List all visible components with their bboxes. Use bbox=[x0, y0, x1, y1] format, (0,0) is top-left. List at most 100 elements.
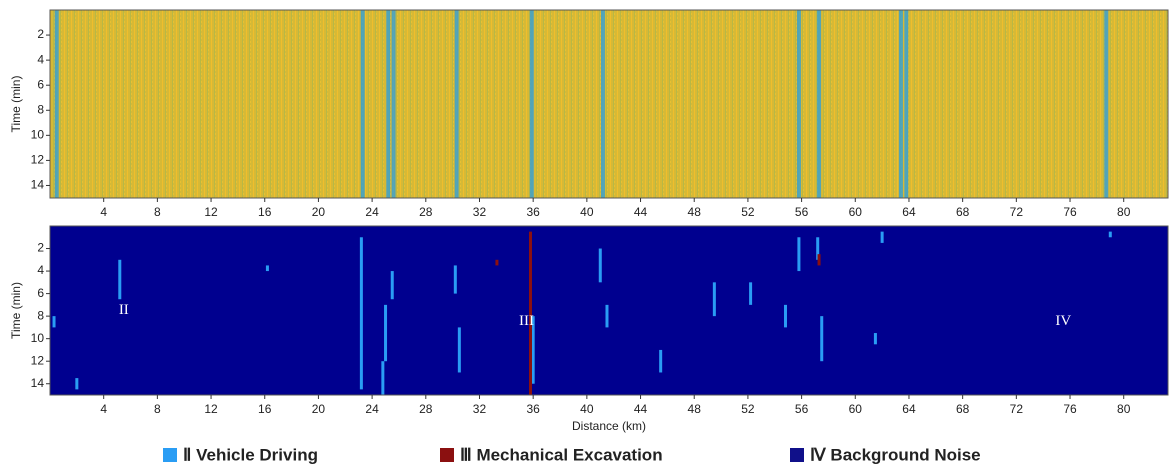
event bbox=[495, 259, 499, 266]
x-tick-label: 52 bbox=[741, 402, 755, 416]
y-axis-label: Time (min) bbox=[9, 76, 23, 133]
plot-frame bbox=[49, 225, 1169, 396]
y-tick-label: 14 bbox=[31, 376, 45, 390]
x-tick-label: 28 bbox=[419, 205, 433, 219]
x-tick-label: 16 bbox=[258, 402, 272, 416]
annotation: II bbox=[119, 302, 129, 318]
x-tick-label: 24 bbox=[365, 402, 379, 416]
x-tick-label: 20 bbox=[312, 402, 326, 416]
x-tick-label: 28 bbox=[419, 402, 433, 416]
event bbox=[598, 248, 602, 283]
annotation: IV bbox=[1055, 313, 1071, 329]
x-tick-label: 32 bbox=[473, 205, 487, 219]
stripe bbox=[391, 10, 396, 198]
event bbox=[453, 265, 457, 294]
y-tick-label: 6 bbox=[37, 77, 44, 91]
legend-swatch bbox=[790, 448, 804, 462]
heatmap-background bbox=[50, 10, 1168, 198]
y-tick-label: 10 bbox=[31, 128, 45, 142]
stripe bbox=[796, 10, 801, 198]
event bbox=[749, 282, 753, 305]
x-tick-label: 72 bbox=[1010, 402, 1024, 416]
x-tick-label: 68 bbox=[956, 402, 970, 416]
x-tick-label: 56 bbox=[795, 402, 809, 416]
x-tick-label: 68 bbox=[956, 205, 970, 219]
event bbox=[873, 333, 877, 345]
stripe bbox=[529, 10, 534, 198]
y-tick-label: 4 bbox=[37, 263, 44, 277]
event bbox=[1108, 231, 1112, 238]
legend-swatch bbox=[440, 448, 454, 462]
x-tick-label: 44 bbox=[634, 205, 648, 219]
y-tick-label: 2 bbox=[37, 27, 44, 41]
x-tick-label: 48 bbox=[688, 205, 702, 219]
legend-label: Ⅳ Background Noise bbox=[810, 445, 981, 464]
event bbox=[384, 304, 388, 362]
x-tick-label: 48 bbox=[688, 402, 702, 416]
stripe bbox=[898, 10, 903, 198]
x-tick-label: 64 bbox=[902, 402, 916, 416]
event bbox=[605, 304, 609, 328]
x-tick-label: 8 bbox=[154, 402, 161, 416]
annotation: III bbox=[519, 313, 534, 329]
x-axis-label: Distance (km) bbox=[572, 419, 646, 433]
x-tick-label: 80 bbox=[1117, 205, 1131, 219]
legend-swatch bbox=[163, 448, 177, 462]
x-tick-label: 56 bbox=[795, 205, 809, 219]
x-tick-label: 12 bbox=[204, 402, 218, 416]
x-tick-label: 4 bbox=[100, 402, 107, 416]
x-tick-label: 44 bbox=[634, 402, 648, 416]
stripe bbox=[600, 10, 605, 198]
event bbox=[817, 254, 821, 266]
stripe bbox=[386, 10, 391, 198]
x-tick-label: 40 bbox=[580, 205, 594, 219]
x-tick-label: 80 bbox=[1117, 402, 1131, 416]
y-tick-label: 8 bbox=[37, 102, 44, 116]
event bbox=[52, 316, 56, 328]
event bbox=[531, 316, 535, 384]
x-tick-label: 76 bbox=[1063, 205, 1077, 219]
event bbox=[797, 237, 801, 272]
x-tick-label: 76 bbox=[1063, 402, 1077, 416]
stripe bbox=[817, 10, 822, 198]
y-tick-label: 4 bbox=[37, 52, 44, 66]
x-tick-label: 12 bbox=[204, 205, 218, 219]
x-tick-label: 20 bbox=[312, 205, 326, 219]
event bbox=[880, 231, 884, 243]
y-tick-label: 6 bbox=[37, 286, 44, 300]
y-tick-label: 14 bbox=[31, 178, 45, 192]
y-tick-label: 2 bbox=[37, 241, 44, 255]
y-tick-label: 12 bbox=[31, 153, 45, 167]
x-tick-label: 8 bbox=[154, 205, 161, 219]
x-tick-label: 36 bbox=[526, 205, 540, 219]
event bbox=[783, 304, 787, 328]
event bbox=[457, 327, 461, 373]
y-tick-label: 8 bbox=[37, 308, 44, 322]
x-tick-label: 60 bbox=[849, 402, 863, 416]
x-tick-label: 52 bbox=[741, 205, 755, 219]
y-tick-label: 10 bbox=[31, 331, 45, 345]
plot-frame bbox=[49, 9, 1169, 199]
x-tick-label: 16 bbox=[258, 205, 272, 219]
event bbox=[118, 259, 122, 300]
event bbox=[659, 349, 663, 373]
stripe bbox=[454, 10, 459, 198]
event bbox=[528, 231, 532, 395]
x-tick-label: 36 bbox=[526, 402, 540, 416]
event bbox=[381, 361, 385, 395]
heatmap-background bbox=[50, 226, 1168, 395]
stripe bbox=[1104, 10, 1109, 198]
x-tick-label: 24 bbox=[365, 205, 379, 219]
legend-label: Ⅲ Mechanical Excavation bbox=[460, 445, 663, 464]
y-tick-label: 12 bbox=[31, 353, 45, 367]
event bbox=[820, 316, 824, 362]
x-tick-label: 32 bbox=[473, 402, 487, 416]
legend-label: Ⅱ Vehicle Driving bbox=[183, 445, 318, 464]
event bbox=[265, 265, 269, 272]
stripe bbox=[904, 10, 909, 198]
stripe bbox=[54, 10, 59, 198]
x-tick-label: 72 bbox=[1010, 205, 1024, 219]
x-tick-label: 40 bbox=[580, 402, 594, 416]
event bbox=[390, 271, 394, 300]
